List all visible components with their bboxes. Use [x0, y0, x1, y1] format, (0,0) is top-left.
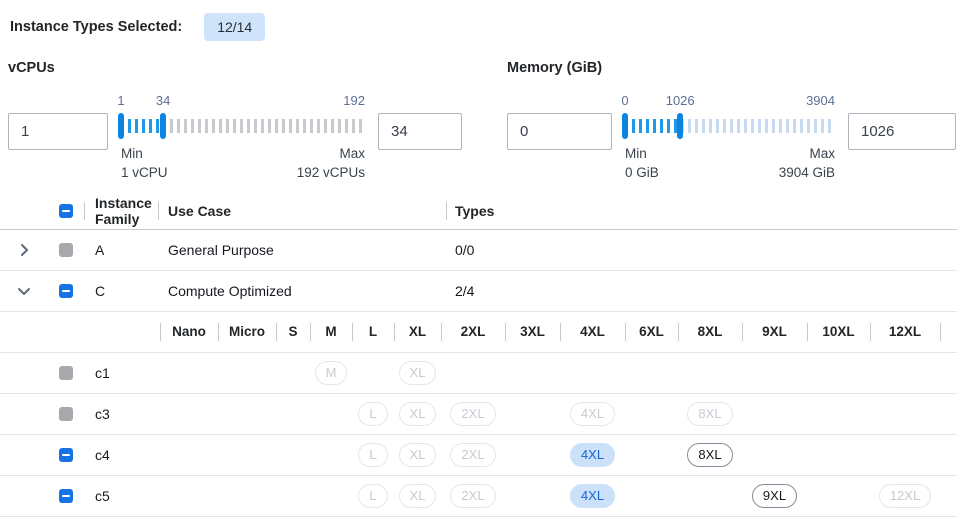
size-pill-l: L — [358, 401, 388, 426]
family-checkbox — [59, 406, 73, 421]
chevron-down-icon[interactable] — [16, 283, 32, 299]
group-types-count: 0/0 — [455, 241, 475, 258]
instance-family-row: c1 M XL — [0, 353, 957, 394]
family-checkbox[interactable] — [59, 488, 73, 503]
column-header-instance-family: Instance Family — [84, 193, 158, 229]
family-name: c3 — [95, 405, 110, 422]
instance-family-row: c5 L XL 2XL 4XL 9XL 12XL — [0, 476, 957, 517]
size-column-header: S — [276, 312, 310, 352]
memory-max-caption: Max 3904 GiB — [778, 146, 835, 180]
column-header-types: Types — [446, 193, 957, 229]
size-pill-2xl: 2XL — [450, 483, 496, 508]
vcpus-from-input[interactable] — [8, 113, 108, 150]
group-family: C — [95, 282, 106, 299]
instance-family-row: c4 L XL 2XL 4XL 8XL — [0, 435, 957, 476]
size-pill-xl: XL — [398, 442, 437, 467]
table-row-group-c: C Compute Optimized 2/4 — [0, 271, 957, 312]
size-pill-m: M — [314, 360, 348, 385]
size-column-header: 3XL — [505, 312, 560, 352]
group-family: A — [95, 241, 105, 258]
size-column-header: 6XL — [625, 312, 678, 352]
group-checkbox — [59, 242, 73, 257]
size-pill-xl: XL — [398, 360, 437, 385]
select-all-checkbox[interactable] — [59, 203, 73, 218]
group-use-case: General Purpose — [168, 241, 274, 258]
size-column-header: 2XL — [441, 312, 505, 352]
group-use-case: Compute Optimized — [168, 282, 292, 299]
vcpus-max-caption: Max 192 vCPUs — [296, 146, 365, 180]
size-column-header: M — [310, 312, 352, 352]
group-checkbox[interactable] — [59, 283, 73, 298]
size-columns-trailing-divider — [940, 312, 957, 352]
size-pill-2xl: 2XL — [450, 401, 496, 426]
memory-slider-active-range — [625, 119, 681, 133]
size-pill-xl: XL — [398, 483, 437, 508]
memory-to-input[interactable] — [848, 113, 956, 150]
size-column-header: 8XL — [678, 312, 742, 352]
table-row-group-a: A General Purpose 0/0 — [0, 230, 957, 271]
size-column-header: XL — [394, 312, 441, 352]
vcpus-to-input[interactable] — [378, 113, 462, 150]
group-types-count: 2/4 — [455, 282, 475, 299]
family-name: c1 — [95, 364, 110, 381]
vcpus-slider: 1 34 192 Min 1 vCPU Max 192 vCPUs — [117, 93, 365, 183]
family-checkbox — [59, 365, 73, 380]
vcpus-slider-handle-max[interactable] — [160, 113, 167, 139]
column-header-use-case: Use Case — [158, 193, 446, 229]
slider-scale-label: 192 — [343, 93, 365, 108]
size-pill-l: L — [358, 442, 388, 467]
size-column-header: Nano — [160, 312, 218, 352]
size-pill-4xl[interactable]: 4XL — [569, 483, 616, 508]
selection-count-badge: 12/14 — [204, 13, 266, 41]
memory-filter: Memory (GiB) 0 1026 3904 Min 0 GiB — [507, 60, 956, 183]
memory-slider-handle-min[interactable] — [622, 113, 628, 139]
memory-slider: 0 1026 3904 Min 0 GiB Max 3904 GiB — [621, 93, 835, 183]
size-column-header: 9XL — [742, 312, 807, 352]
vcpus-slider-scale: 1 34 192 — [117, 93, 365, 113]
slider-scale-label: 1026 — [665, 93, 695, 108]
selection-summary-bar: Instance Types Selected: 12/14 — [0, 0, 957, 44]
slider-scale-label: 1 — [117, 93, 125, 108]
size-pill-2xl: 2XL — [450, 442, 496, 467]
vcpus-filter-title: vCPUs — [8, 60, 55, 76]
instance-types-table: Instance Family Use Case Types A General… — [0, 193, 957, 517]
chevron-right-icon[interactable] — [16, 242, 32, 258]
size-column-header: 4XL — [560, 312, 625, 352]
size-columns-header-row: Nano Micro S M L XL 2XL 3XL 4XL 6XL 8XL 9XL 10XL 12XL — [0, 312, 957, 353]
size-pill-8xl: 8XL — [687, 401, 733, 426]
size-pill-xl: XL — [398, 401, 437, 426]
slider-scale-label: 3904 — [806, 93, 835, 108]
size-pill-12xl: 12XL — [878, 483, 932, 508]
family-name: c4 — [95, 446, 110, 463]
size-pill-l: L — [358, 483, 388, 508]
memory-min-caption: Min 0 GiB — [625, 146, 659, 180]
vcpus-min-caption: Min 1 vCPU — [121, 146, 168, 180]
memory-from-input[interactable] — [507, 113, 612, 150]
vcpus-slider-handle-min[interactable] — [118, 113, 124, 139]
table-header-row: Instance Family Use Case Types — [0, 193, 957, 230]
slider-scale-label: 34 — [155, 93, 171, 108]
size-pill-4xl: 4XL — [569, 401, 616, 426]
vcpus-slider-ticks — [121, 119, 365, 133]
size-pill-8xl[interactable]: 8XL — [687, 442, 733, 467]
size-pill-9xl[interactable]: 9XL — [751, 483, 798, 508]
size-column-header: 10XL — [807, 312, 870, 352]
size-column-header: Micro — [218, 312, 276, 352]
family-name: c5 — [95, 487, 110, 504]
memory-slider-track[interactable] — [622, 113, 835, 139]
memory-slider-scale: 0 1026 3904 — [621, 93, 835, 113]
size-column-header: 12XL — [870, 312, 940, 352]
vcpus-slider-track[interactable] — [118, 113, 365, 139]
vcpus-slider-active-range — [121, 119, 164, 133]
memory-slider-handle-max[interactable] — [677, 113, 684, 139]
family-checkbox[interactable] — [59, 447, 73, 462]
selection-summary-label: Instance Types Selected: — [10, 19, 183, 35]
size-column-header: L — [352, 312, 394, 352]
slider-scale-label: 0 — [621, 93, 629, 108]
instance-family-row: c3 L XL 2XL 4XL 8XL — [0, 394, 957, 435]
memory-filter-title: Memory (GiB) — [507, 60, 603, 76]
size-pill-4xl[interactable]: 4XL — [569, 442, 616, 467]
